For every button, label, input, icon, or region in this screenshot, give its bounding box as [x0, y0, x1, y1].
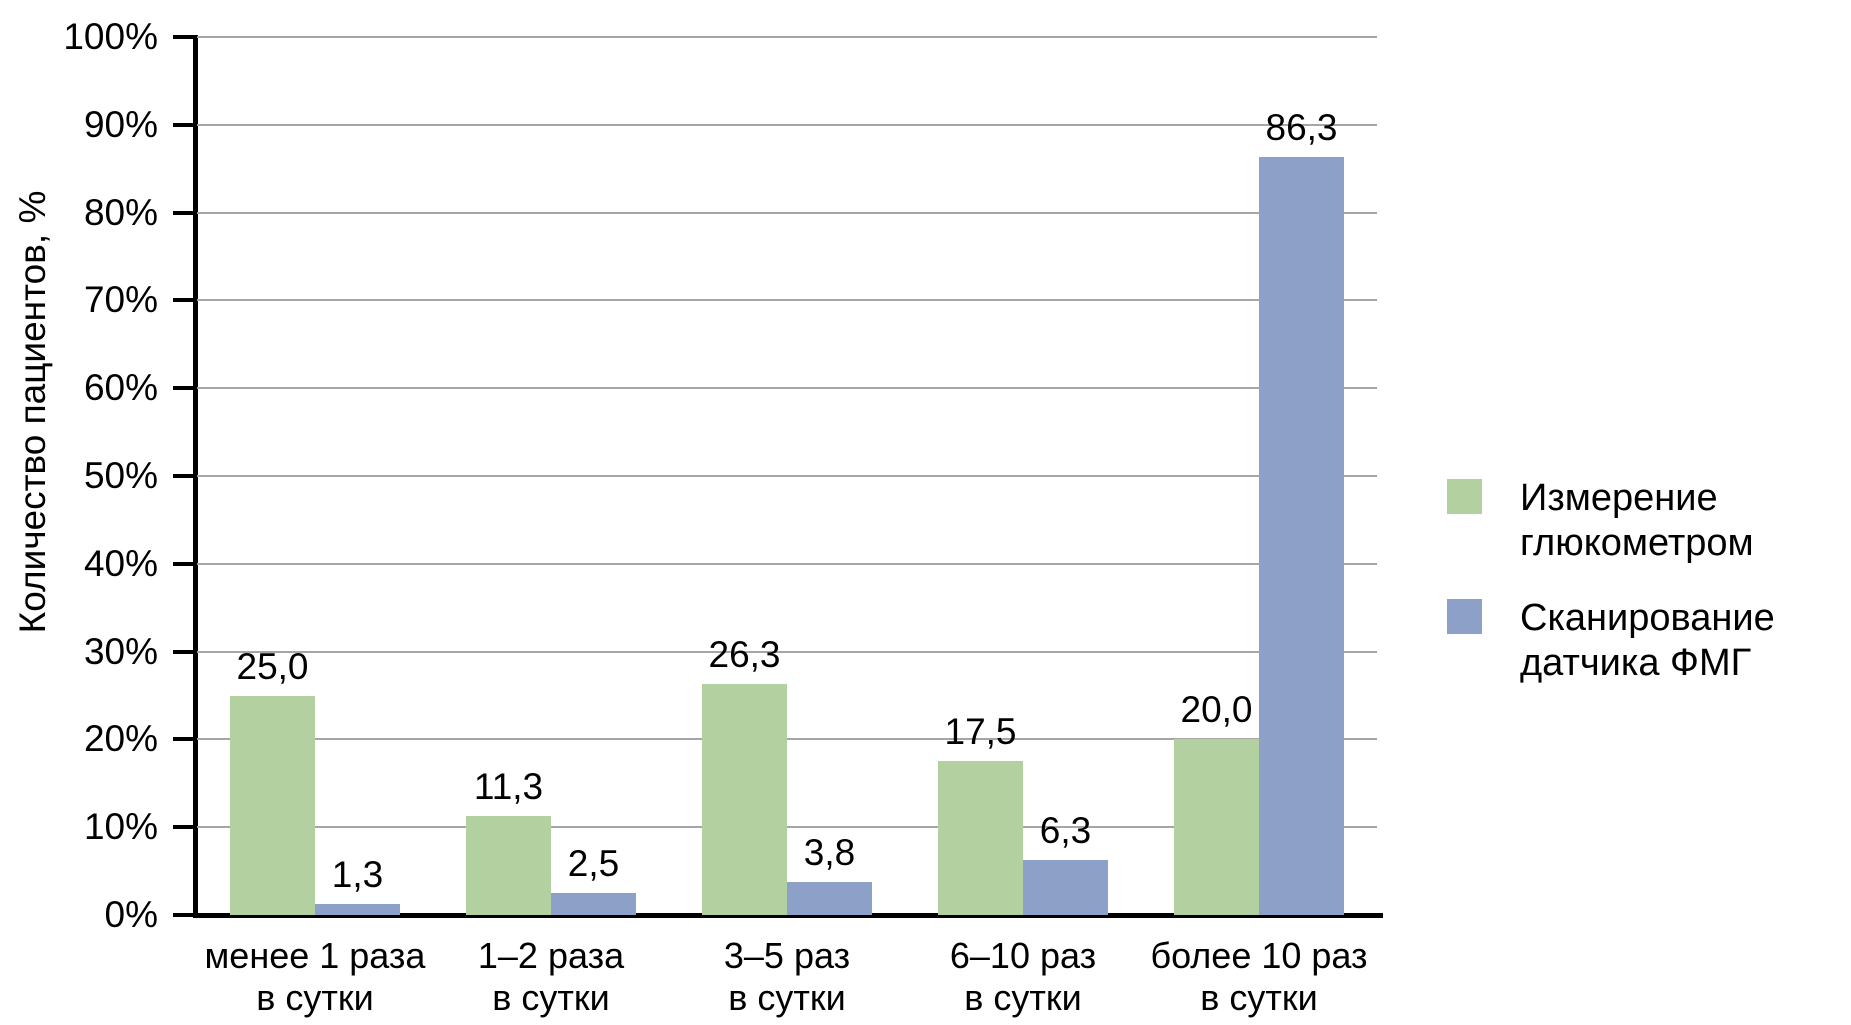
legend: Измерение глюкометром Сканирование датчик… — [1447, 476, 1775, 686]
bar-series2-cat5 — [1259, 157, 1344, 915]
gridline-70 — [197, 299, 1377, 302]
y-tick-mark-40 — [173, 561, 197, 566]
x-category-label-1: менее 1 раза в сутки — [204, 935, 426, 1018]
bar-value-label: 11,3 — [473, 765, 544, 807]
bar-value-label: 6,3 — [1039, 809, 1092, 851]
y-tick-label-100: 100% — [63, 16, 158, 57]
y-tick-mark-100 — [173, 35, 197, 39]
bar-series1-cat1 — [230, 695, 315, 915]
y-tick-mark-90 — [173, 122, 197, 127]
legend-swatch-1 — [1447, 479, 1482, 514]
gridline-20 — [197, 738, 1377, 741]
x-category-label-4: 6–10 раз в сутки — [949, 935, 1097, 1018]
gridline-10 — [197, 826, 1377, 829]
legend-item-1: Измерение глюкометром — [1447, 476, 1775, 566]
bar-series1-cat2 — [466, 815, 551, 915]
plot-area: 0% 10% 20% 30% 40% 50% 60% 70% 80% 90% 100% 25,0 1,3… — [63, 16, 1377, 1018]
y-tick-mark-30 — [173, 649, 197, 654]
y-tick-label-0: 0% — [104, 894, 158, 935]
bar-value-label: 17,5 — [944, 711, 1017, 753]
x-category-label-3: 3–5 раз в сутки — [723, 935, 851, 1018]
y-tick-label-30: 30% — [83, 630, 158, 672]
bar-series1-cat4 — [938, 761, 1023, 915]
gridline-30 — [197, 650, 1377, 653]
y-tick-label-60: 60% — [83, 367, 158, 409]
gridline-50 — [197, 475, 1377, 477]
bar-value-label: 2,5 — [567, 843, 620, 885]
legend-swatch-2 — [1447, 599, 1482, 634]
x-category-label-5: более 10 раз в сутки — [1150, 935, 1368, 1018]
y-tick-mark-60 — [173, 386, 197, 391]
y-tick-mark-70 — [173, 298, 197, 303]
y-tick-label-40: 40% — [83, 542, 158, 584]
bar-value-label: 25,0 — [236, 645, 309, 687]
bar-series1-cat5 — [1174, 739, 1259, 915]
legend-label-2: Сканирование датчика ФМГ — [1520, 597, 1775, 684]
y-tick-label-90: 90% — [83, 103, 158, 145]
bar-value-label: 20,0 — [1180, 689, 1253, 731]
bar-series2-cat1 — [315, 903, 400, 915]
y-tick-label-80: 80% — [83, 191, 158, 233]
y-tick-label-70: 70% — [83, 279, 158, 321]
y-tick-mark-20 — [173, 737, 197, 742]
x-category-label-2: 1–2 раза в сутки — [477, 935, 625, 1018]
bar-series1-cat3 — [702, 684, 787, 915]
gridline-100 — [197, 36, 1377, 38]
bar-value-label: 86,3 — [1265, 107, 1338, 149]
bar-value-label: 26,3 — [708, 634, 781, 676]
bar-series2-cat2 — [551, 893, 636, 915]
y-tick-mark-50 — [173, 474, 197, 478]
y-tick-mark-10 — [173, 825, 197, 830]
y-tick-mark-0 — [173, 913, 197, 917]
y-tick-label-50: 50% — [83, 455, 158, 496]
y-tick-label-10: 10% — [83, 806, 158, 848]
gridline-60 — [197, 387, 1377, 390]
bar-series2-cat4 — [1023, 859, 1108, 915]
x-axis-line — [193, 913, 1383, 918]
gridline-90 — [197, 123, 1377, 126]
legend-item-2: Сканирование датчика ФМГ — [1447, 596, 1775, 686]
legend-label-1: Измерение глюкометром — [1520, 477, 1754, 564]
y-tick-label-20: 20% — [83, 718, 158, 760]
y-tick-mark-80 — [173, 210, 197, 215]
bar-value-label: 3,8 — [803, 831, 856, 873]
bar-value-label: 1,3 — [331, 853, 384, 895]
gridline-40 — [197, 562, 1377, 565]
gridline-80 — [197, 211, 1377, 214]
bar-series2-cat3 — [787, 881, 872, 915]
